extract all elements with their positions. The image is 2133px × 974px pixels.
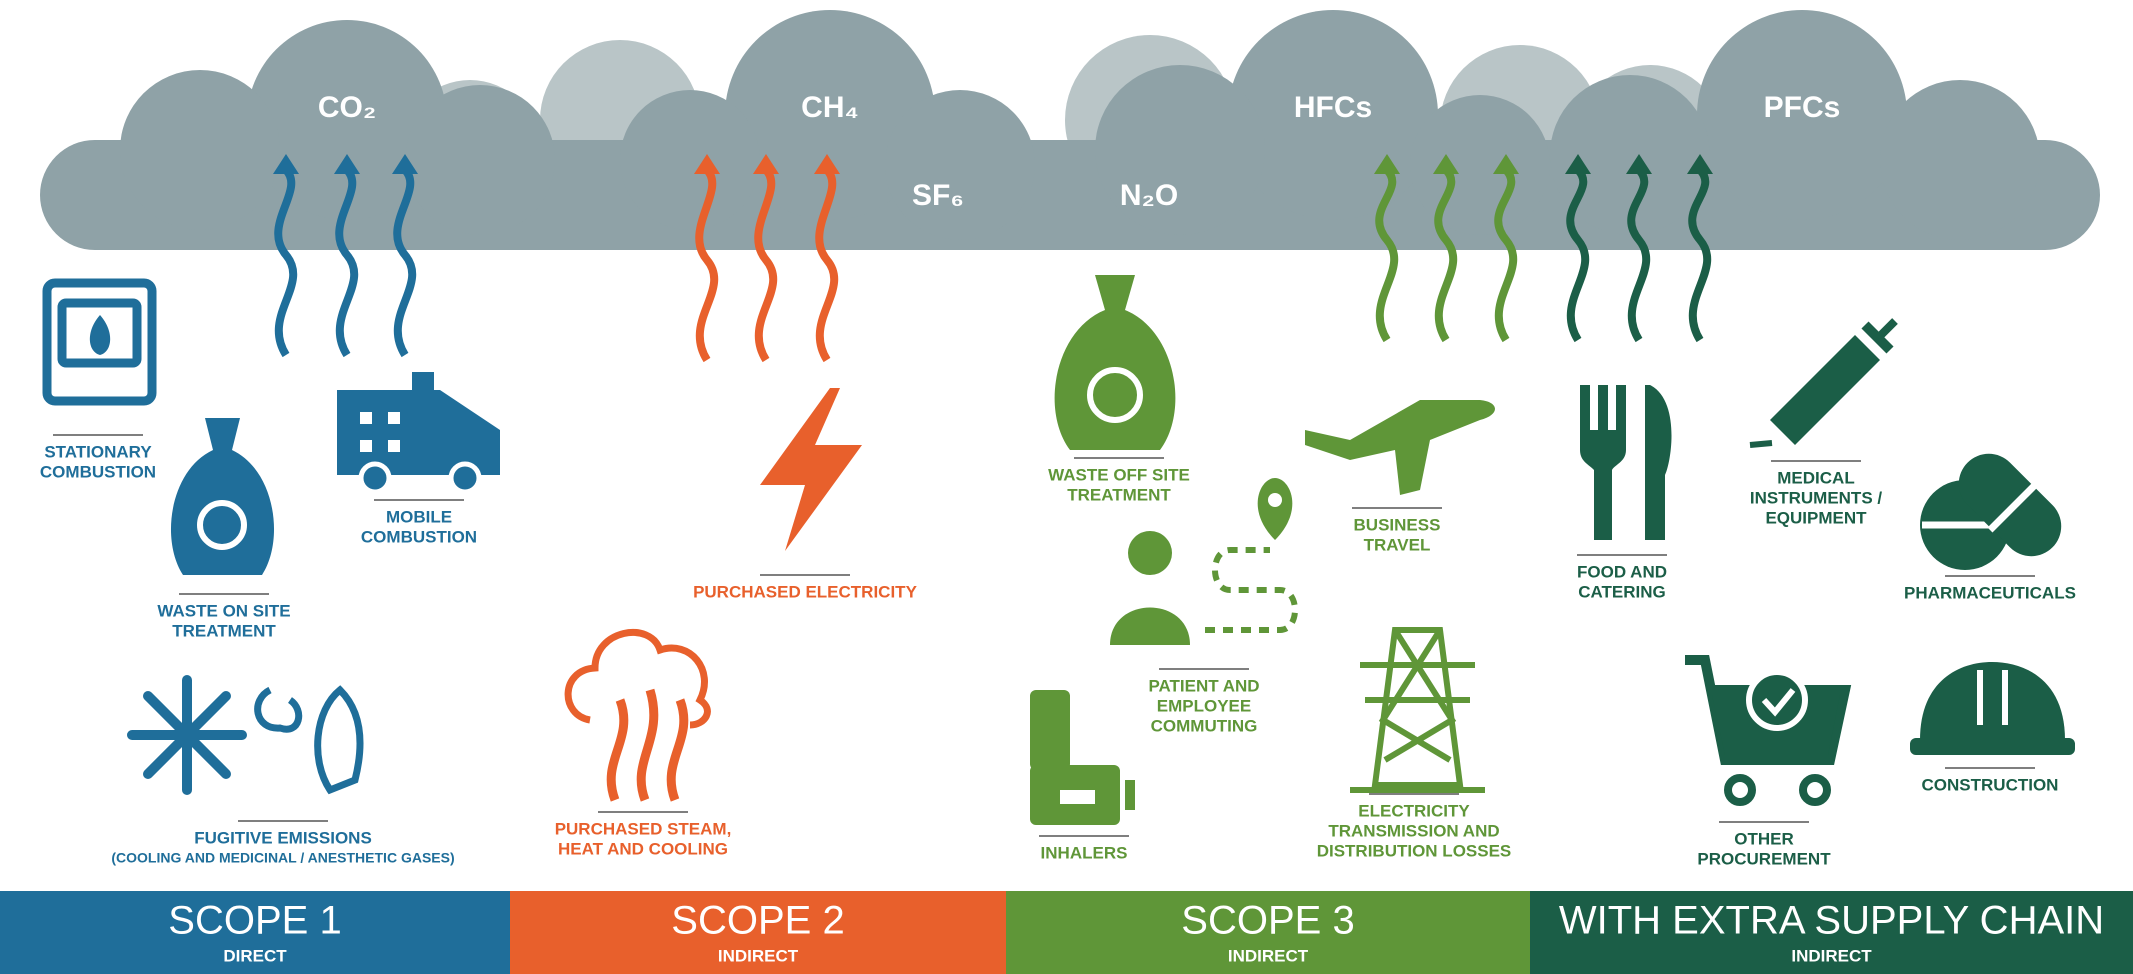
item-label: COMBUSTION xyxy=(361,527,477,546)
item-label: HEAT AND COOLING xyxy=(558,839,728,858)
item-label: COMMUTING xyxy=(1151,716,1258,735)
item-label: BUSINESS xyxy=(1354,515,1441,534)
item-label: FOOD AND xyxy=(1577,562,1667,581)
flame-icon xyxy=(90,315,110,355)
scope-kind: INDIRECT xyxy=(1228,946,1309,965)
steam-waves xyxy=(611,690,684,800)
scope-kind: INDIRECT xyxy=(718,946,799,965)
scope-kind: INDIRECT xyxy=(1791,946,1872,965)
snowflake-icon xyxy=(132,680,242,790)
hardhat-icon xyxy=(1910,662,2075,755)
item-label: EQUIPMENT xyxy=(1765,508,1867,527)
item-label: TRAVEL xyxy=(1364,535,1431,554)
item-label: MEDICAL xyxy=(1777,468,1854,487)
item-label: WASTE ON SITE xyxy=(157,601,290,620)
item-label: TREATMENT xyxy=(172,621,276,640)
pills-icon xyxy=(1920,441,2074,570)
item-label: MOBILE xyxy=(386,507,452,526)
lightning-icon xyxy=(760,388,862,551)
item-label: FUGITIVE EMISSIONS xyxy=(194,828,372,847)
ambulance-icon xyxy=(337,372,500,492)
item-label: STATIONARY xyxy=(44,442,152,461)
item-label: CONSTRUCTION xyxy=(1922,775,2059,794)
gas-label: SF₆ xyxy=(912,179,964,212)
waste-off-site-icon xyxy=(1055,275,1176,450)
scope-title: SCOPE 3 xyxy=(1181,899,1354,943)
cutlery-icon xyxy=(1580,385,1672,540)
cart-icon xyxy=(1685,660,1845,802)
item-label: TREATMENT xyxy=(1067,485,1171,504)
scope-kind: DIRECT xyxy=(223,946,287,965)
item-label: OTHER xyxy=(1734,829,1794,848)
item-label: CATERING xyxy=(1578,582,1666,601)
mask-icon xyxy=(258,690,360,790)
item-label: WASTE OFF SITE xyxy=(1048,465,1190,484)
item-label: PURCHASED STEAM, xyxy=(555,819,732,838)
item-label: PATIENT AND xyxy=(1148,676,1259,695)
item-label: INSTRUMENTS / xyxy=(1750,488,1883,507)
item-label: INHALERS xyxy=(1041,843,1128,862)
item-label: TRANSMISSION AND xyxy=(1328,821,1499,840)
syringe-icon xyxy=(1750,321,1895,445)
scope-bands: SCOPE 1 DIRECT SCOPE 2 INDIRECT SCOPE 3 INDIR… xyxy=(0,891,2133,974)
item-label: PURCHASED ELECTRICITY xyxy=(693,582,918,601)
gas-label: CO₂ xyxy=(318,91,376,124)
item-label: COMBUSTION xyxy=(40,462,156,481)
plane-icon xyxy=(1305,400,1495,495)
item-note: (COOLING AND MEDICINAL / ANESTHETIC GASE… xyxy=(111,850,454,866)
inhaler-icon xyxy=(1030,690,1135,825)
item-label: EMPLOYEE xyxy=(1157,696,1251,715)
pylon-icon xyxy=(1350,630,1485,790)
infographic: CO₂ CH₄ SF₆ N₂O HFCs PFCs xyxy=(0,0,2133,974)
scope-title: WITH EXTRA SUPPLY CHAIN xyxy=(1559,899,2104,943)
scope-title: SCOPE 1 xyxy=(168,899,341,943)
item-label: DISTRIBUTION LOSSES xyxy=(1317,841,1512,860)
item-label: ELECTRICITY xyxy=(1358,801,1470,820)
gas-label: HFCs xyxy=(1294,91,1372,124)
gas-label: CH₄ xyxy=(801,91,859,124)
gas-label: N₂O xyxy=(1120,179,1178,212)
gas-label: PFCs xyxy=(1764,91,1841,124)
waste-bag-icon xyxy=(171,418,274,575)
item-label: PROCUREMENT xyxy=(1697,849,1831,868)
scope-title: SCOPE 2 xyxy=(671,899,844,943)
item-label: PHARMACEUTICALS xyxy=(1904,583,2076,602)
